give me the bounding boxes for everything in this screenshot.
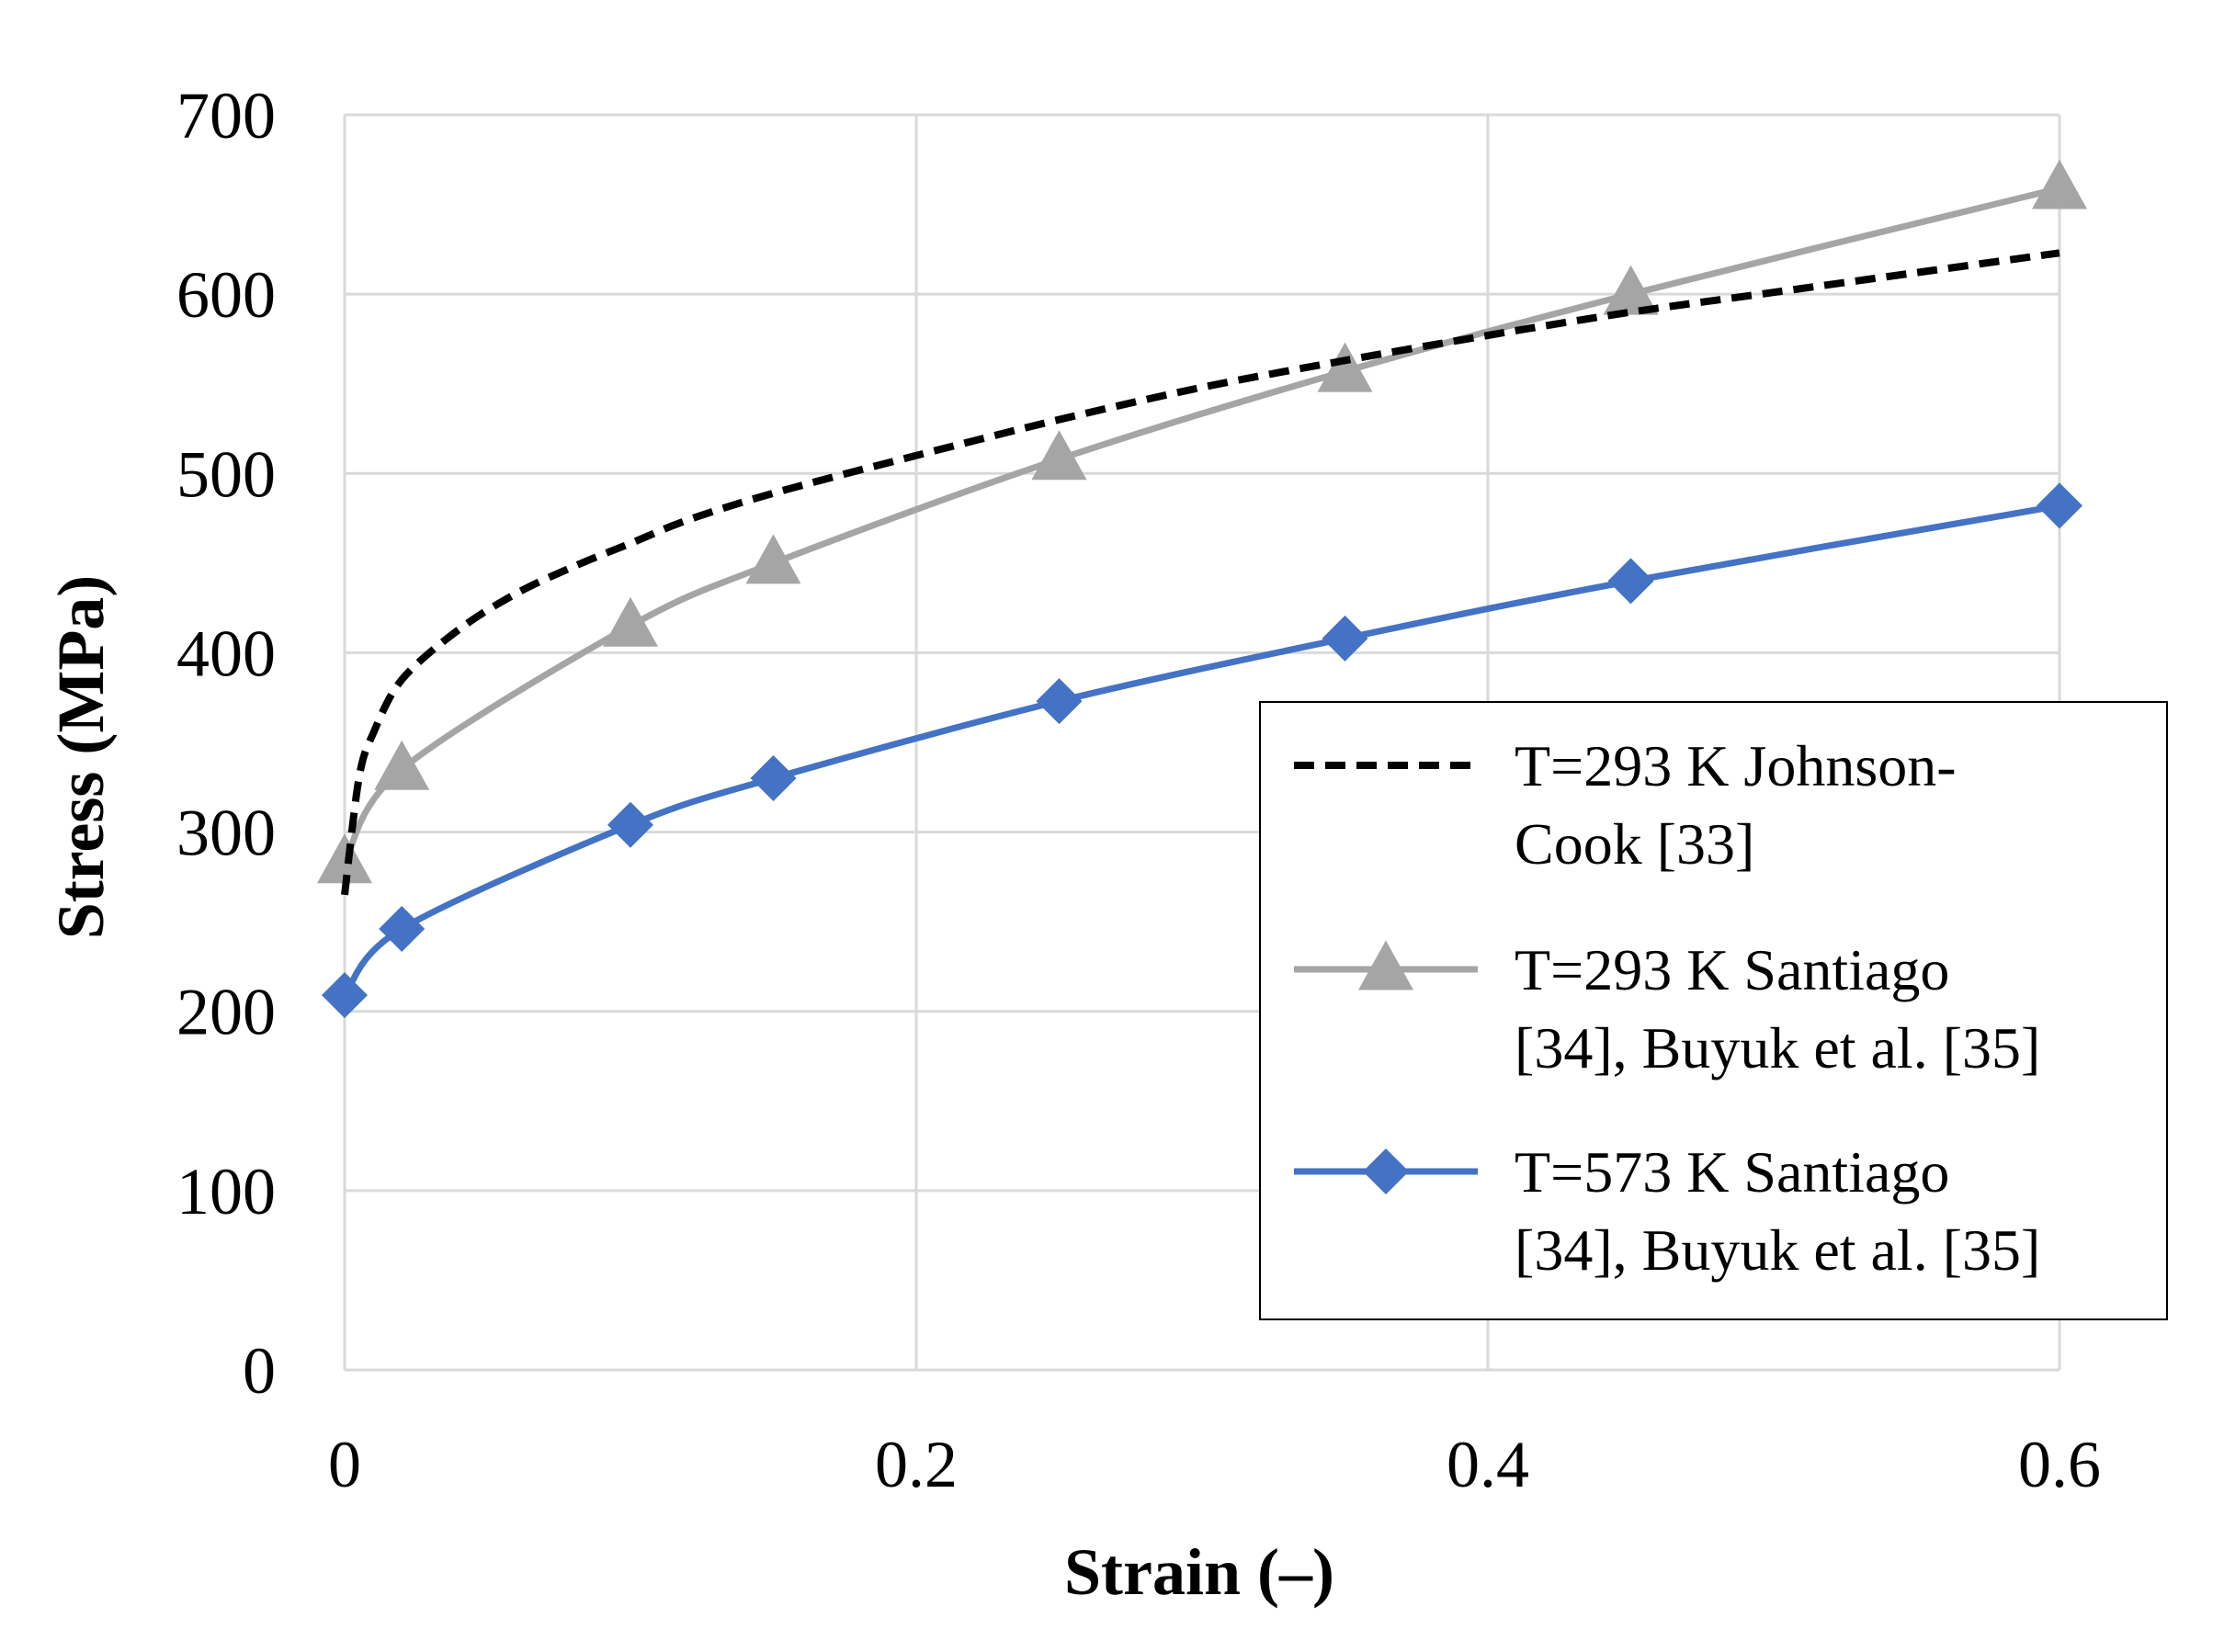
data-point [750,755,797,802]
data-point [1322,615,1368,662]
y-tick-label: 200 [176,976,276,1049]
x-tick-label: 0.2 [875,1428,958,1501]
x-tick-label: 0 [328,1428,361,1501]
data-point [1607,558,1654,605]
grid [343,113,2061,1372]
x-tick-labels: 0 0.2 0.4 0.6 [328,1428,2101,1501]
data-point [1317,342,1373,392]
legend-label: Cook [33] [1515,811,1754,877]
x-tick-label: 0.6 [2018,1428,2101,1501]
y-tick-label: 100 [176,1155,276,1228]
legend-items: T=293 K Johnson- Cook [33] T=293 K Santiag… [1294,733,2040,1283]
data-point [374,740,430,790]
legend-label: T=293 K Santiago [1515,937,1949,1002]
data-point [745,534,801,584]
data-point [317,833,372,884]
series-0 [341,249,2060,896]
legend-label: T=573 K Santiago [1515,1139,1949,1205]
data-point [1036,678,1083,725]
y-tick-label: 700 [176,79,276,153]
data-point [2037,482,2082,529]
y-tick-label: 400 [176,617,276,690]
series-2 [322,482,2082,1019]
data-point [1603,265,1659,315]
data-point [379,905,426,952]
y-axis-title: Stress (MPa) [44,575,118,940]
data-point [607,801,653,848]
legend-item: T=293 K Santiago [34], Buyuk et al. [35] [1294,937,2040,1081]
series-layer [317,159,2087,1019]
legend-label: [34], Buyuk et al. [35] [1515,1015,2040,1081]
legend-item: T=573 K Santiago [34], Buyuk et al. [35] [1294,1139,2040,1283]
y-tick-label: 0 [243,1334,276,1408]
legend: T=293 K Johnson- Cook [33] T=293 K Santiag… [1259,701,2168,1320]
x-axis-title: Strain (–) [1064,1535,1334,1609]
y-tick-label: 300 [176,797,276,870]
series-1 [317,159,2087,884]
data-point [2032,159,2087,209]
legend-item: T=293 K Johnson- Cook [33] [1294,733,1957,877]
y-tick-label: 600 [176,258,276,332]
legend-marker [1358,940,1413,990]
y-tick-labels: 0 100 200 300 400 500 600 700 [176,79,276,1408]
data-point [1031,430,1087,481]
series-line [341,249,2060,896]
legend-label: T=293 K Johnson- [1515,733,1957,798]
data-point [322,972,368,1019]
y-tick-label: 500 [176,437,276,511]
legend-label: [34], Buyuk et al. [35] [1515,1217,2040,1283]
legend-marker [1363,1148,1409,1194]
x-tick-label: 0.4 [1447,1428,1529,1501]
legend-box [1259,701,2168,1320]
data-point [603,596,658,647]
